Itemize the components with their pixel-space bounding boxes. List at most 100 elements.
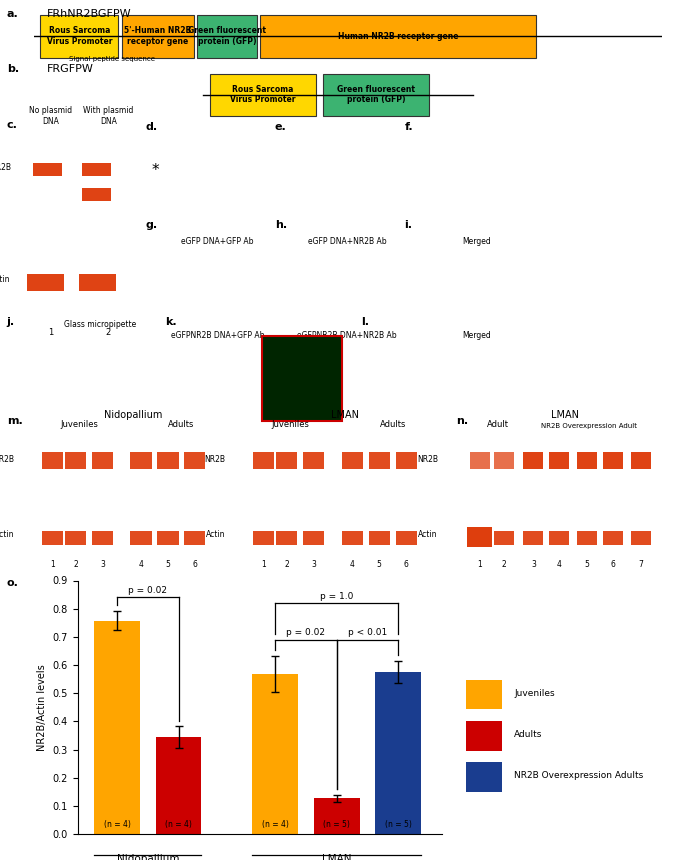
Text: Adults: Adults [168,420,194,429]
Text: FRGFPW: FRGFPW [47,64,94,75]
Text: 1: 1 [477,560,482,569]
Text: Nidopallium: Nidopallium [104,409,163,420]
Text: 1: 1 [50,560,55,569]
Text: 6: 6 [404,560,408,569]
Bar [253,452,274,469]
Text: 2: 2 [284,560,290,569]
Text: 2: 2 [73,560,78,569]
Text: 4: 4 [350,560,355,569]
Bar [303,531,325,545]
Text: NR2B: NR2B [0,163,11,171]
Bar [577,531,597,545]
Text: 4: 4 [138,560,144,569]
Text: i.: i. [404,219,412,230]
Text: b.: b. [7,64,19,75]
Bar [467,526,492,548]
Bar [276,452,298,469]
Bar [342,531,363,545]
Text: No plasmid
DNA: No plasmid DNA [29,107,72,126]
Text: 6: 6 [192,560,197,569]
Text: Rous Sarcoma
Virus Promoter: Rous Sarcoma Virus Promoter [230,85,296,104]
Text: 5'-Human NR2B
receptor gene: 5'-Human NR2B receptor gene [124,27,191,46]
FancyBboxPatch shape [197,15,256,58]
Text: Juveniles: Juveniles [514,689,555,697]
FancyBboxPatch shape [260,15,536,58]
Text: l.: l. [361,316,369,327]
Text: 5: 5 [377,560,381,569]
Bar [253,531,274,545]
Text: Human NR2B receptor gene: Human NR2B receptor gene [338,32,458,40]
Text: (n = 5): (n = 5) [323,820,350,829]
Bar [603,531,623,545]
Text: 1: 1 [261,560,266,569]
Text: Nidopallium: Nidopallium [117,854,179,860]
Text: p = 0.02: p = 0.02 [128,587,167,595]
Bar [276,531,298,545]
Bar [95,621,140,834]
Text: f.: f. [404,122,413,132]
Text: Actin: Actin [206,531,225,539]
Text: m.: m. [7,415,22,426]
Bar [470,452,489,469]
Bar [396,452,416,469]
Text: 3: 3 [531,560,536,569]
Bar [375,673,421,834]
Bar [65,452,86,469]
Text: Juveniles: Juveniles [61,420,99,429]
Text: Glass micropipette: Glass micropipette [64,320,137,329]
Bar [303,452,325,469]
Text: LMAN: LMAN [551,409,579,420]
Bar [369,531,389,545]
Text: (n = 4): (n = 4) [262,820,289,829]
Bar [157,452,178,469]
FancyBboxPatch shape [209,74,317,116]
Bar [27,273,63,291]
Text: j.: j. [7,316,15,327]
Text: Rous Sarcoma
Virus Promoter: Rous Sarcoma Virus Promoter [47,27,112,46]
Bar [524,452,543,469]
Text: Juveniles: Juveniles [272,420,310,429]
Text: (n = 4): (n = 4) [104,820,130,829]
Text: 7: 7 [639,560,643,569]
Text: NR2B Overexpression Adults: NR2B Overexpression Adults [514,771,643,780]
Text: e.: e. [275,122,287,132]
Bar [631,531,651,545]
Text: d.: d. [145,122,157,132]
Bar [524,531,543,545]
Text: c.: c. [7,120,18,131]
Text: 5: 5 [585,560,590,569]
Text: eGFPNR2B DNA+GFP Ab: eGFPNR2B DNA+GFP Ab [171,331,265,340]
Bar [65,531,86,545]
Text: p < 0.01: p < 0.01 [348,629,387,637]
Text: Merged: Merged [462,237,491,246]
Text: 4: 4 [557,560,562,569]
Bar [603,452,623,469]
Text: 3: 3 [311,560,317,569]
Text: 6: 6 [611,560,616,569]
Text: 2: 2 [106,329,111,337]
Bar [92,452,113,469]
Bar [33,163,62,176]
Bar [493,452,514,469]
Text: Merged: Merged [462,331,491,340]
Bar [80,273,116,291]
Bar [252,674,298,834]
Text: Green fluorescent
protein (GFP): Green fluorescent protein (GFP) [188,27,266,46]
Bar [369,452,389,469]
Bar [184,531,205,545]
Bar [466,679,502,709]
FancyBboxPatch shape [323,74,429,116]
Text: (n = 4): (n = 4) [165,820,192,829]
Text: 1: 1 [48,329,53,337]
Text: Signal peptide sequence: Signal peptide sequence [70,56,155,62]
Bar [466,721,502,751]
Text: FRhNR2BGFPW: FRhNR2BGFPW [47,9,132,19]
Text: k.: k. [165,316,177,327]
Bar [156,737,201,834]
Text: Actin: Actin [0,275,11,284]
Text: Adults: Adults [514,730,543,739]
Bar [130,452,152,469]
Bar [577,452,597,469]
Text: p = 1.0: p = 1.0 [320,592,354,601]
Text: Green fluorescent
protein (GFP): Green fluorescent protein (GFP) [337,85,415,104]
